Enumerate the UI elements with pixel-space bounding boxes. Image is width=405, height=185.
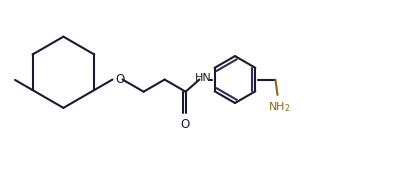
Text: O: O <box>115 73 124 86</box>
Text: O: O <box>179 118 189 131</box>
Text: HN: HN <box>194 73 211 83</box>
Text: NH$_2$: NH$_2$ <box>267 100 290 114</box>
